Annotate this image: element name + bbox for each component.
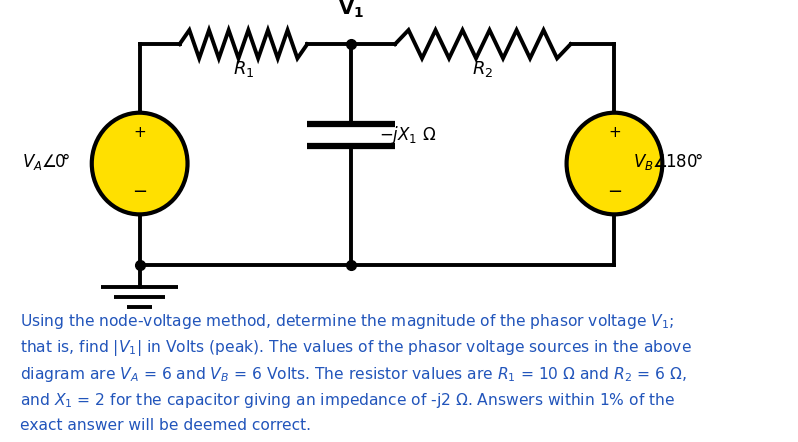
Text: $V_A\angle\!0\!°$: $V_A\angle\!0\!°$ <box>22 151 71 172</box>
Text: Using the node-voltage method, determine the magnitude of the phasor voltage $V_: Using the node-voltage method, determine… <box>20 312 674 331</box>
Ellipse shape <box>567 113 662 214</box>
Text: $R_1$: $R_1$ <box>233 58 254 79</box>
Text: $-jX_1$ Ω: $-jX_1$ Ω <box>379 124 437 146</box>
Text: and $X_1$ = 2 for the capacitor giving an impedance of -j2 Ω. Answers within 1% : and $X_1$ = 2 for the capacitor giving a… <box>20 391 675 410</box>
Ellipse shape <box>92 113 188 214</box>
Text: −: − <box>607 183 622 201</box>
Text: diagram are $V_A$ = 6 and $V_B$ = 6 Volts. The resistor values are $R_1$ = 10 Ω : diagram are $V_A$ = 6 and $V_B$ = 6 Volt… <box>20 365 686 384</box>
Text: $V_B\angle\!180\!°$: $V_B\angle\!180\!°$ <box>633 151 703 172</box>
Text: exact answer will be deemed correct.: exact answer will be deemed correct. <box>20 418 311 433</box>
Text: $\mathbf{V_1}$: $\mathbf{V_1}$ <box>338 0 364 20</box>
Text: that is, find $|V_1|$ in Volts (peak). The values of the phasor voltage sources : that is, find $|V_1|$ in Volts (peak). T… <box>20 338 692 358</box>
Text: −: − <box>132 183 147 201</box>
Text: +: + <box>608 125 621 140</box>
Text: +: + <box>133 125 146 140</box>
Text: $R_2$: $R_2$ <box>472 58 493 79</box>
